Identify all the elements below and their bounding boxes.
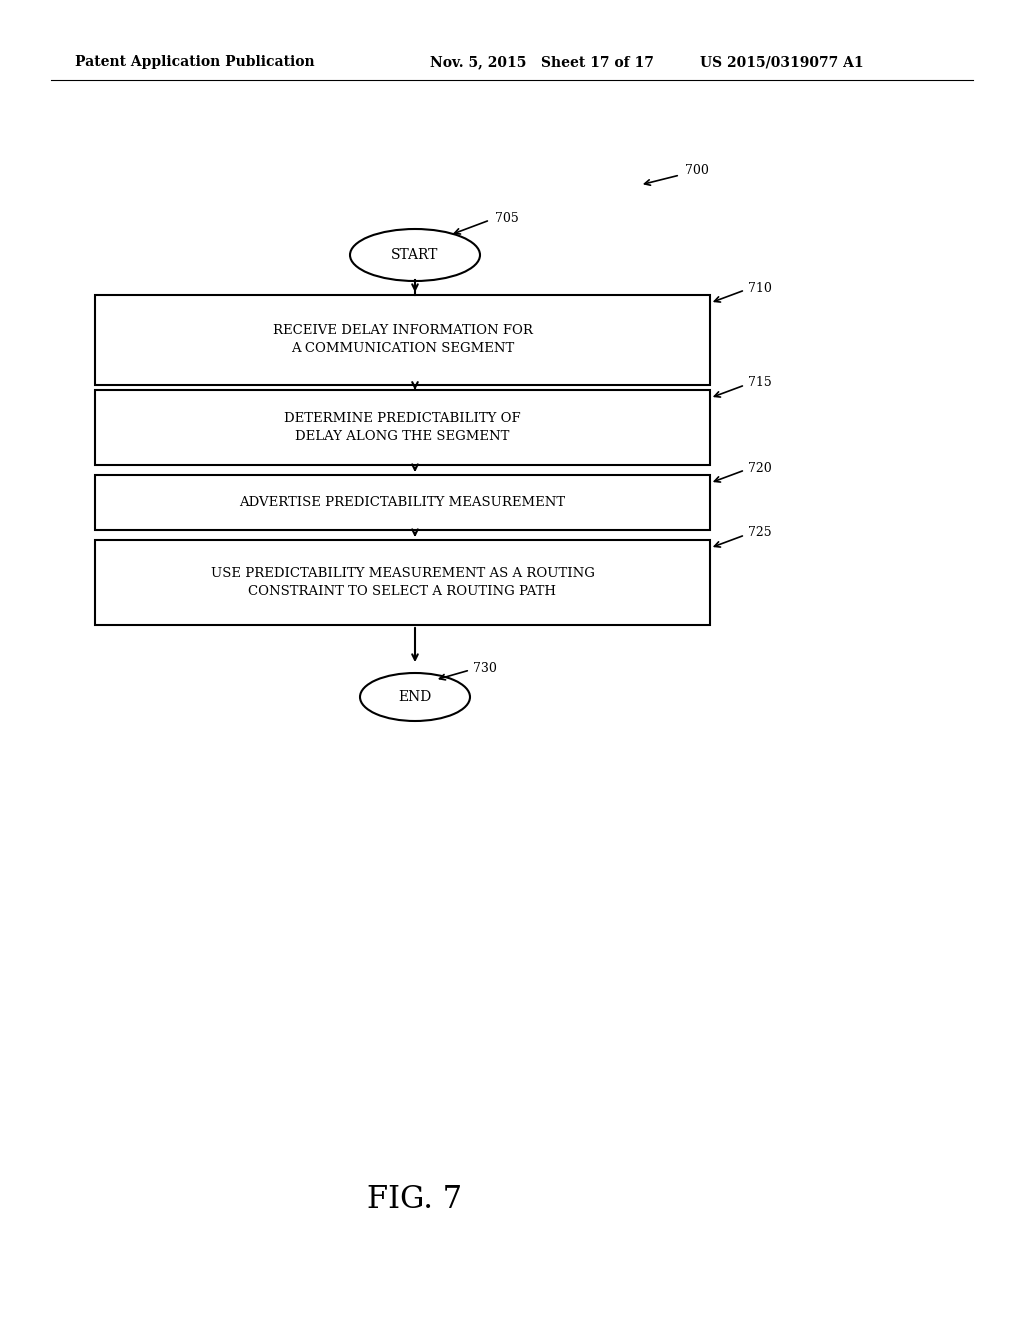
Text: 725: 725 [748, 527, 772, 540]
Text: USE PREDICTABILITY MEASUREMENT AS A ROUTING: USE PREDICTABILITY MEASUREMENT AS A ROUT… [211, 568, 595, 579]
Text: ADVERTISE PREDICTABILITY MEASUREMENT: ADVERTISE PREDICTABILITY MEASUREMENT [240, 496, 565, 510]
Text: 705: 705 [495, 211, 519, 224]
Text: 730: 730 [473, 661, 497, 675]
Text: DELAY ALONG THE SEGMENT: DELAY ALONG THE SEGMENT [295, 430, 510, 444]
Text: Patent Application Publication: Patent Application Publication [75, 55, 314, 69]
FancyBboxPatch shape [95, 540, 710, 624]
Text: US 2015/0319077 A1: US 2015/0319077 A1 [700, 55, 863, 69]
FancyBboxPatch shape [95, 389, 710, 465]
Text: CONSTRAINT TO SELECT A ROUTING PATH: CONSTRAINT TO SELECT A ROUTING PATH [249, 585, 556, 598]
Text: FIG. 7: FIG. 7 [368, 1184, 463, 1216]
Text: A COMMUNICATION SEGMENT: A COMMUNICATION SEGMENT [291, 342, 514, 355]
Text: Nov. 5, 2015   Sheet 17 of 17: Nov. 5, 2015 Sheet 17 of 17 [430, 55, 654, 69]
Text: END: END [398, 690, 432, 704]
Text: 700: 700 [685, 164, 709, 177]
Text: RECEIVE DELAY INFORMATION FOR: RECEIVE DELAY INFORMATION FOR [272, 325, 532, 338]
FancyBboxPatch shape [95, 294, 710, 385]
Text: 710: 710 [748, 281, 772, 294]
Text: 720: 720 [748, 462, 772, 474]
FancyBboxPatch shape [95, 475, 710, 531]
Text: START: START [391, 248, 438, 261]
Text: DETERMINE PREDICTABILITY OF: DETERMINE PREDICTABILITY OF [285, 412, 521, 425]
Text: 715: 715 [748, 376, 772, 389]
